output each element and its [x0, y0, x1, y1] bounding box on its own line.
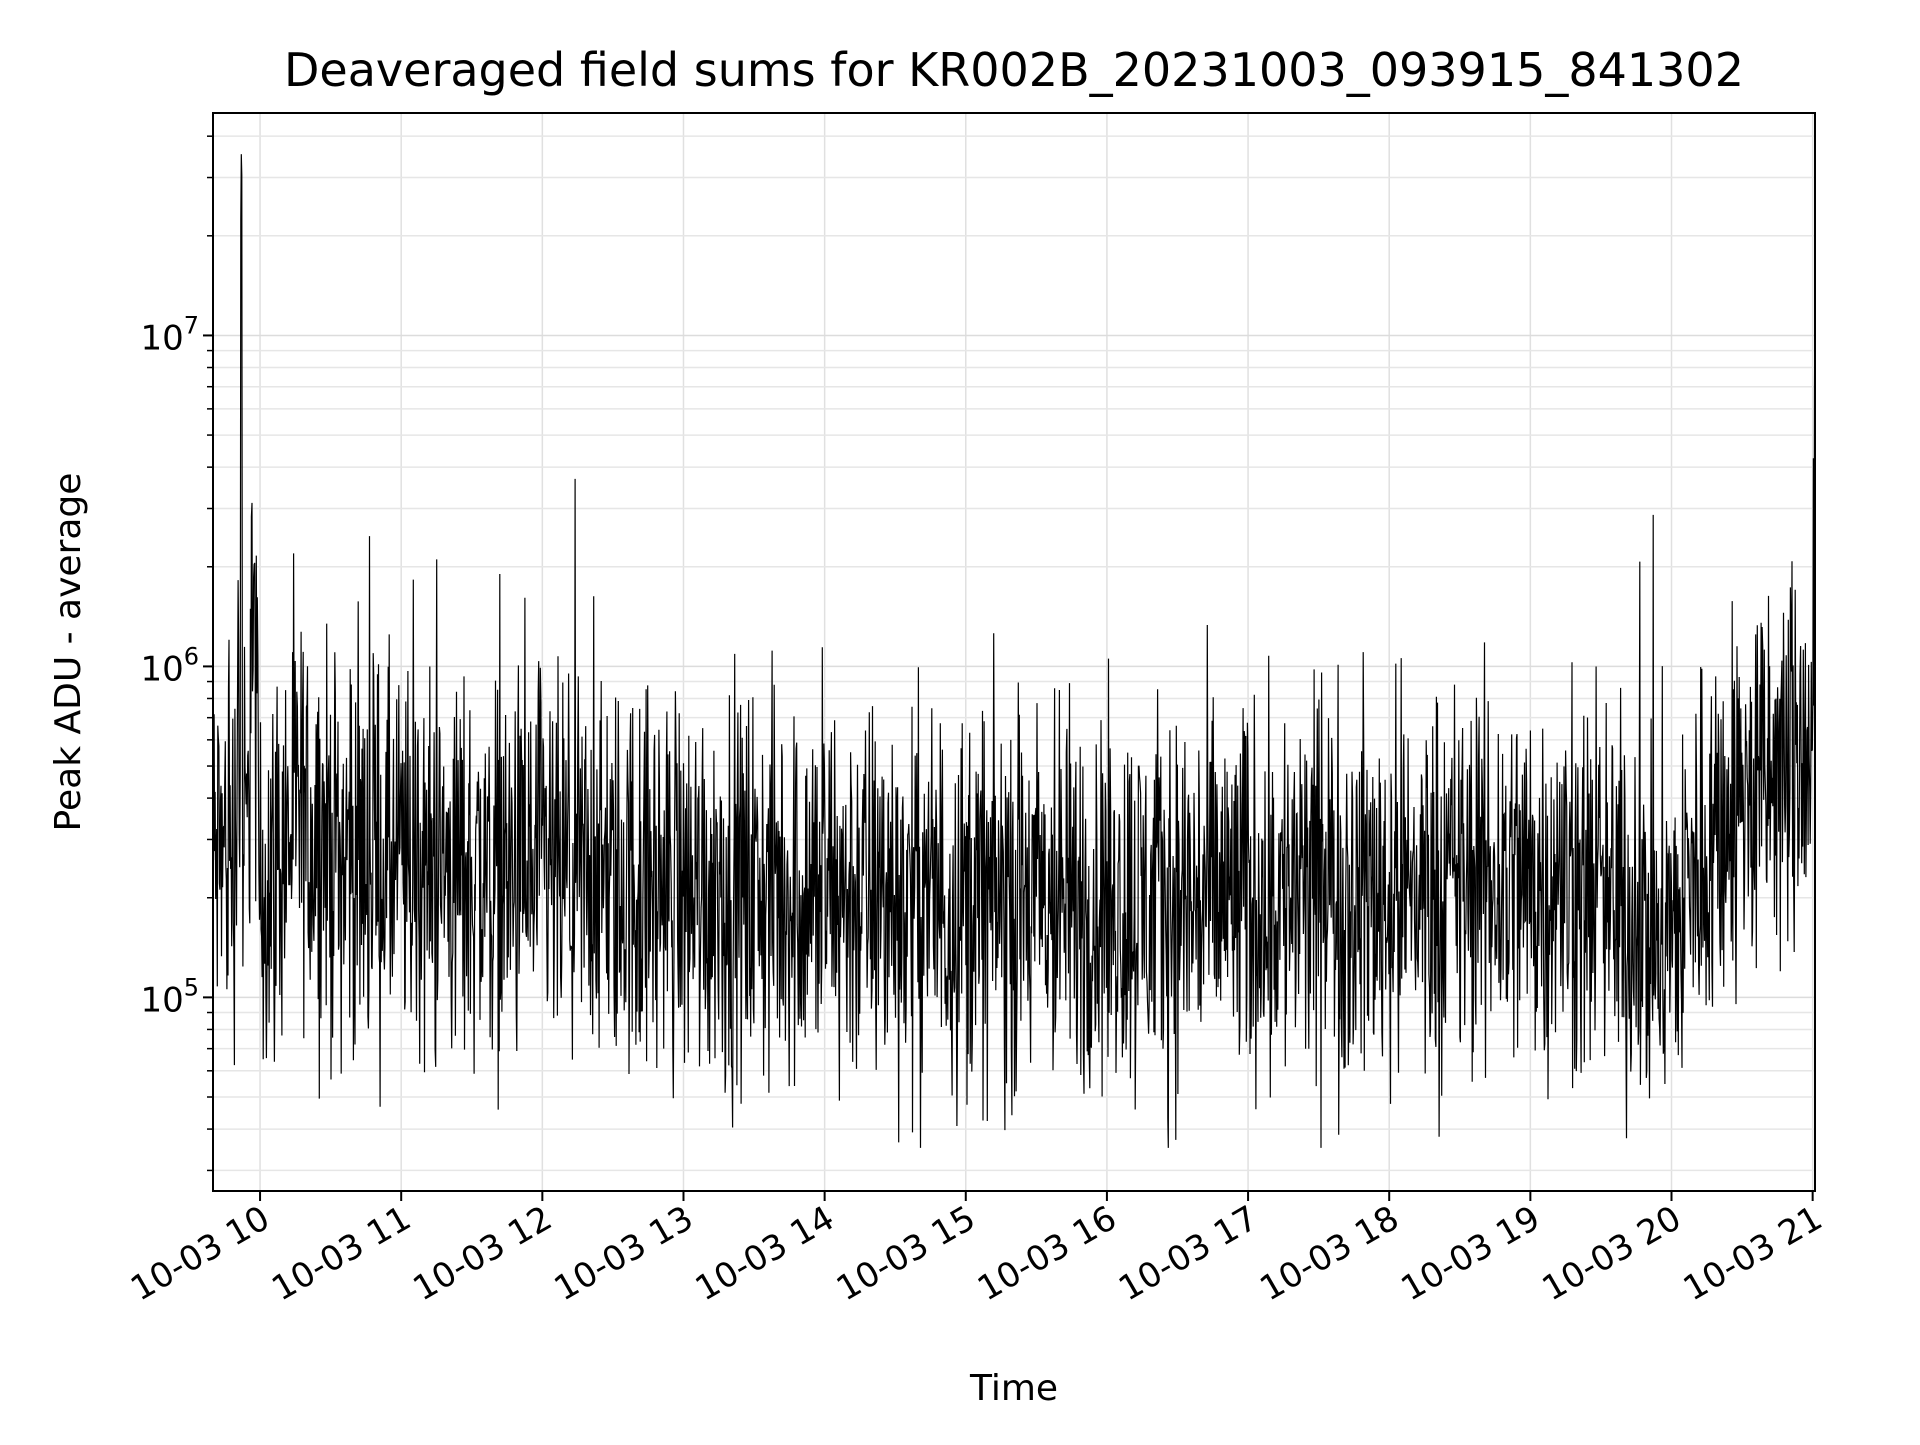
plot-frame — [212, 112, 1816, 1192]
y-tick-base: 10 — [140, 649, 183, 689]
y-tick-label: 106 — [140, 642, 199, 689]
series-line — [212, 154, 1816, 1148]
y-tick-exponent: 5 — [184, 973, 199, 1001]
y-tick-label: 105 — [140, 973, 199, 1020]
y-tick-base: 10 — [140, 318, 183, 358]
y-tick-label: 107 — [140, 311, 199, 358]
chart-title: Deaveraged field sums for KR002B_2023100… — [284, 43, 1744, 97]
x-axis-label: Time — [969, 1368, 1058, 1409]
y-tick-base: 10 — [140, 980, 183, 1020]
data-series — [212, 154, 1816, 1148]
y-tick-exponent: 7 — [184, 311, 199, 339]
y-tick-exponent: 6 — [184, 642, 199, 670]
y-axis-label: Peak ADU - average — [48, 473, 89, 832]
